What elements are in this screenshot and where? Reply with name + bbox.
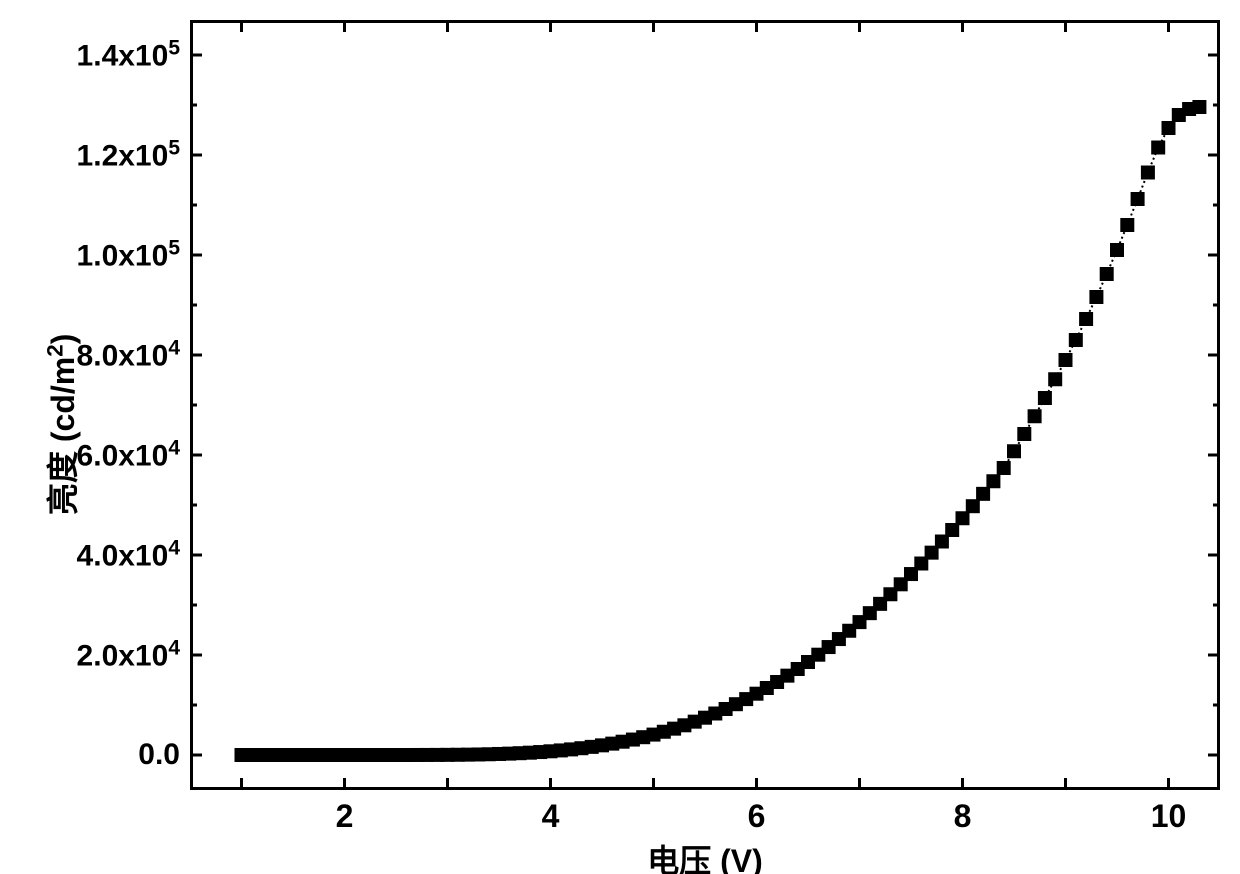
x-tick-label: 2 [336,798,354,835]
x-tick-label: 8 [954,798,972,835]
figure-root: 亮度 (cd/m2) 电压 (V) 246810 0.02.0x1044.0x1… [0,0,1240,874]
y-tick-label: 1.0x105 [77,237,180,274]
y-tick-label: 6.0x104 [77,437,180,474]
x-tick-label: 4 [542,798,560,835]
y-tick-label: 1.4x105 [77,37,180,74]
y-tick-label: 2.0x104 [77,637,180,674]
x-tick-label: 6 [748,798,766,835]
y-tick-label: 4.0x104 [77,537,180,574]
y-tick-label: 0.0 [138,738,180,772]
x-tick-label: 10 [1151,798,1187,835]
plot-svg [0,0,1240,874]
x-axis-label: 电压 (V) [625,836,785,874]
y-tick-label: 8.0x104 [77,337,180,374]
y-tick-label: 1.2x105 [77,137,180,174]
